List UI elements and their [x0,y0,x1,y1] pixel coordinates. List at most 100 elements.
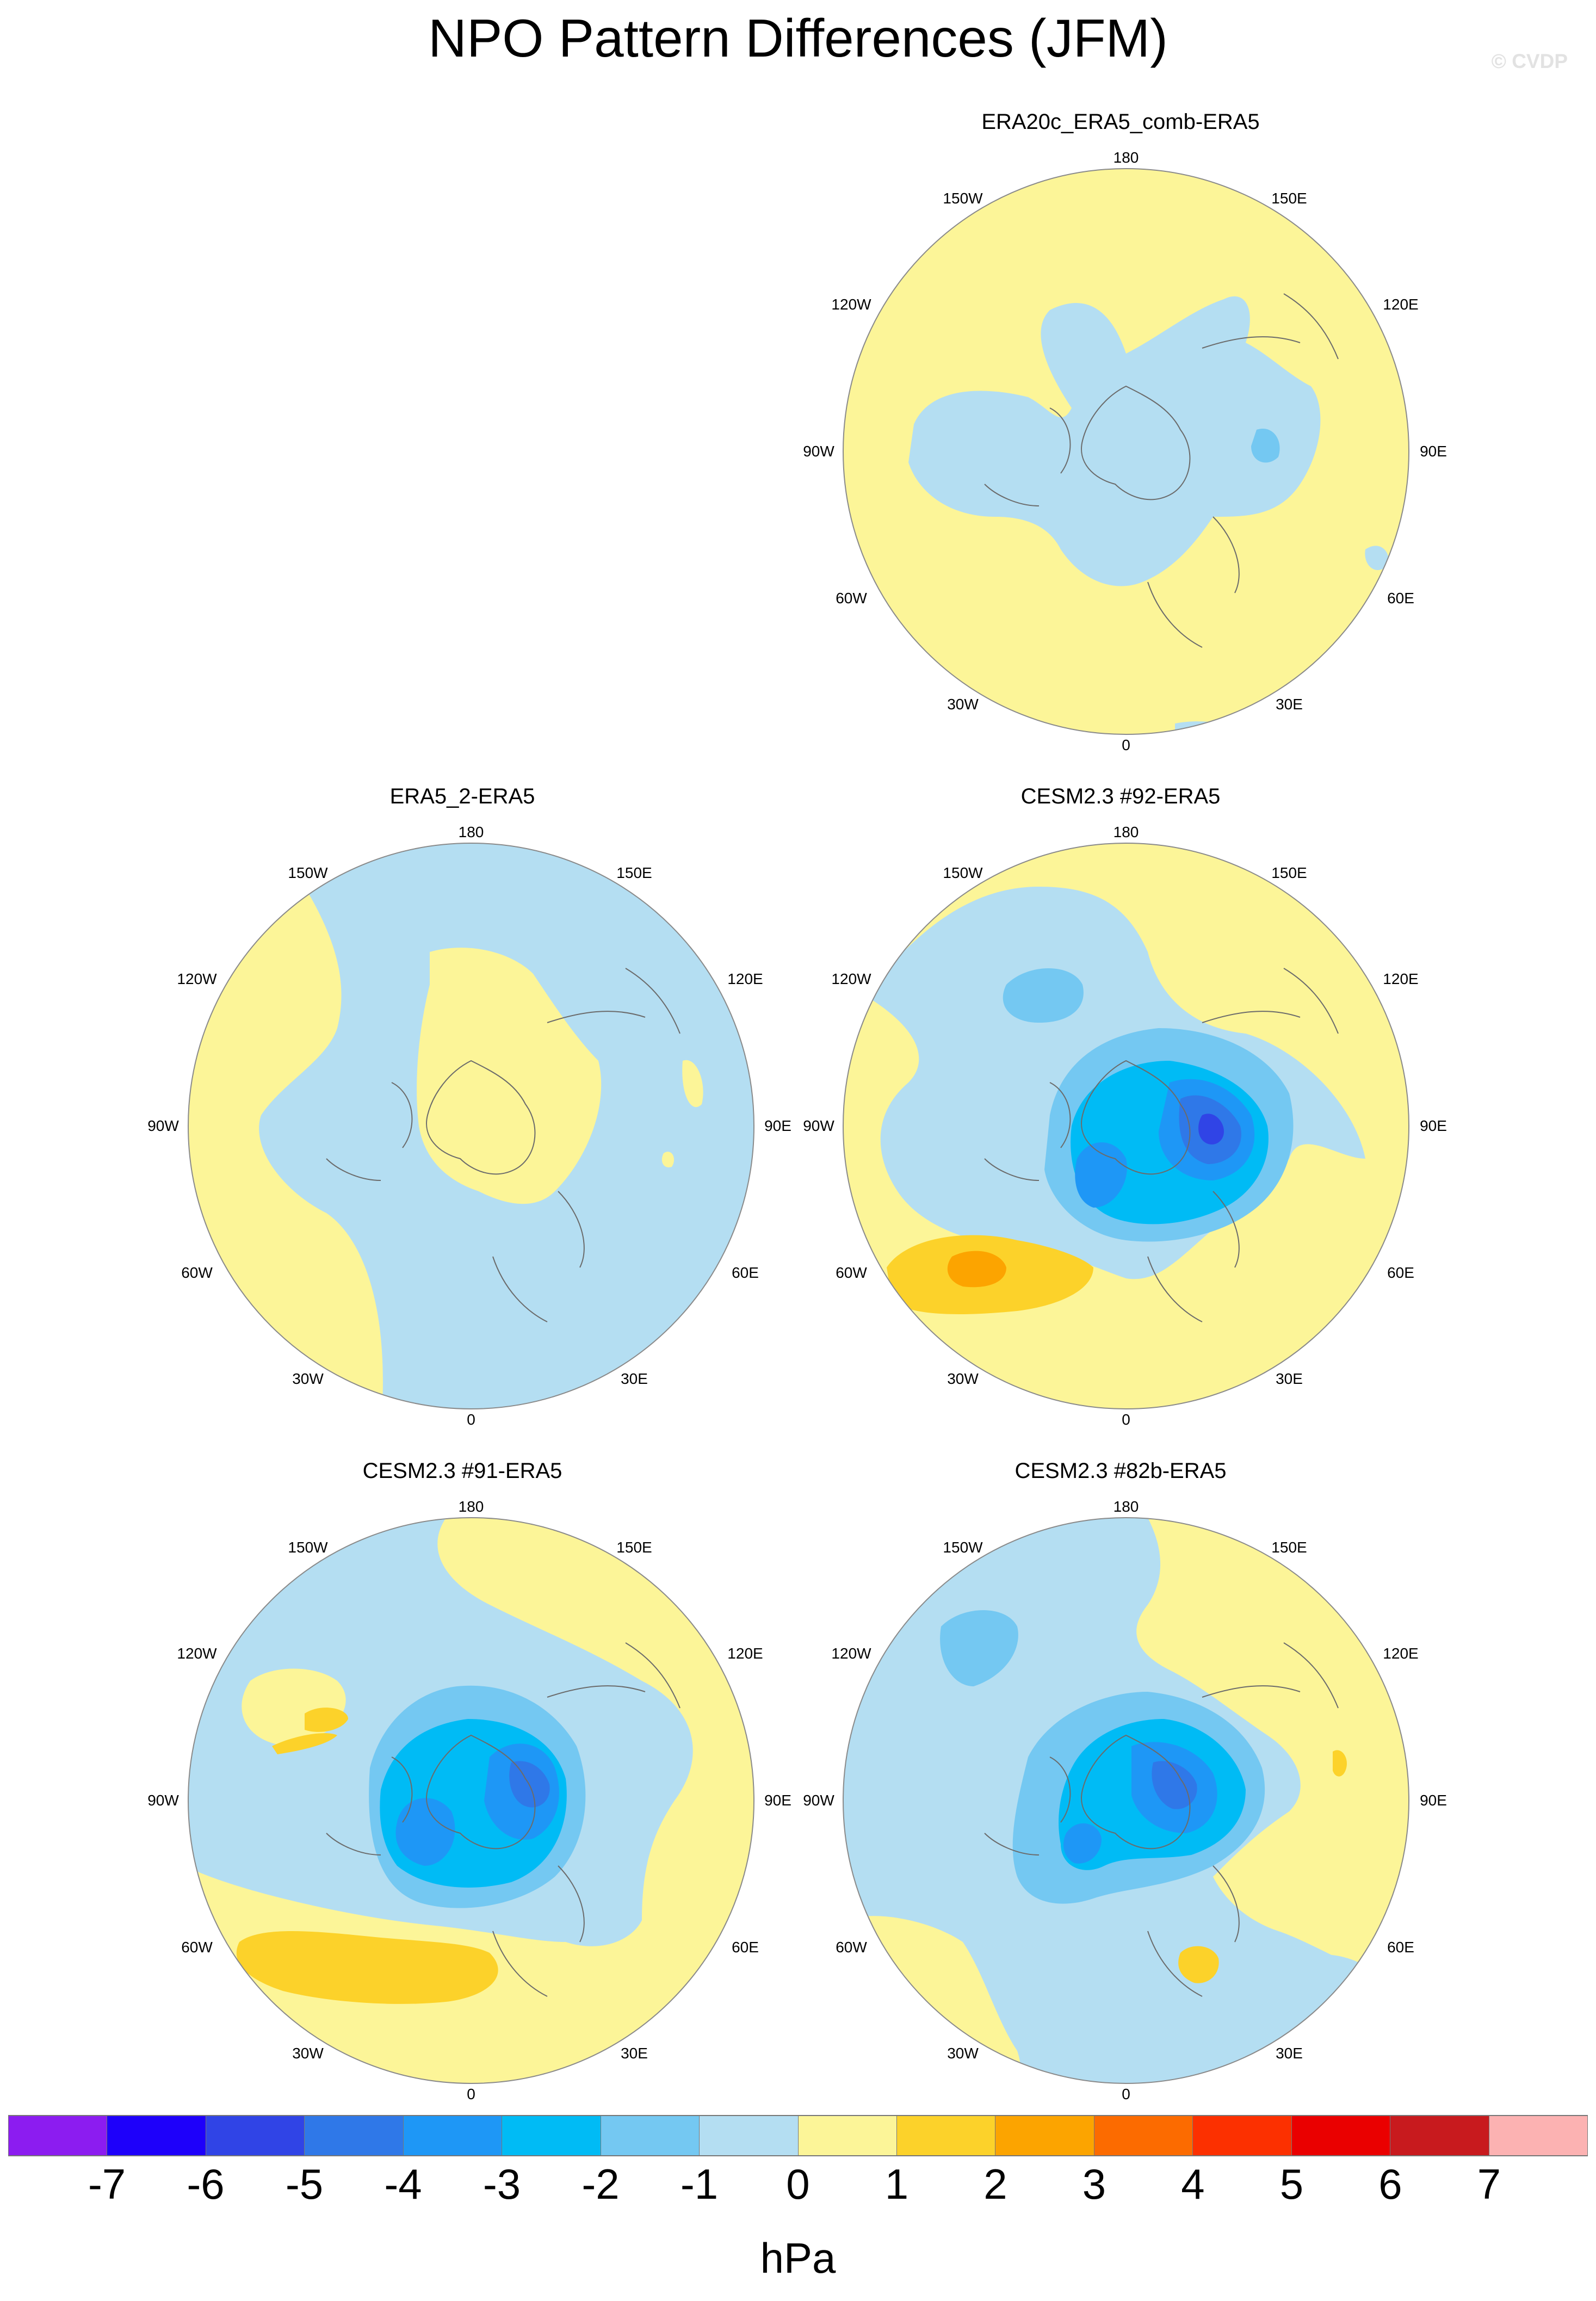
longitude-label: 0 [1122,1411,1130,1428]
positive-anomaly-region [1178,1946,1219,1983]
longitude-label: 30W [947,1370,979,1387]
colorbar-swatch [205,2116,305,2155]
map-panel-3: CESM2.3 #92-ERA5 180 150E 120E 90E 60E 3… [803,778,1447,1431]
map-outline [843,1517,1409,2084]
positive-anomaly-region [661,1152,675,1167]
negative-anomaly-region [1251,429,1280,463]
coastline [984,968,1339,1322]
longitude-label: 60E [1387,1264,1414,1281]
longitude-label: 60W [836,590,867,607]
polar-map [843,168,1409,735]
longitude-label: 90E [1420,443,1447,460]
positive-anomaly-region [272,1733,337,1754]
colorbar-swatch [995,2116,1094,2155]
negative-anomaly-region [1198,1114,1224,1145]
colorbar-tick-label: -5 [285,2160,324,2208]
longitude-label: 150E [616,864,652,881]
colorbar-tick-label: 7 [1477,2160,1501,2208]
longitude-label: 150E [1271,1539,1307,1556]
longitude-label: 180 [1113,149,1139,166]
longitude-label: 30W [947,696,979,713]
positive-anomaly-region [305,1708,348,1732]
longitude-label: 0 [1122,737,1130,753]
map-outline [843,843,1409,1409]
longitude-label: 150W [288,864,328,881]
longitude-label: 60W [181,1264,213,1281]
longitude-label: 0 [467,1411,475,1428]
longitude-label: 90E [764,1792,791,1809]
map-panel-4: CESM2.3 #91-ERA5 180 150E 120E 90E 60E 3… [147,1452,791,2105]
coastline [984,293,1339,648]
colorbar-tick-label: 0 [786,2160,810,2208]
longitude-label: 30W [947,2045,979,2062]
colorbar-tick-label: 6 [1378,2160,1402,2208]
colorbar-swatch [304,2116,403,2155]
longitude-label: 90W [803,1117,834,1134]
colorbar-tick-label: -3 [482,2160,521,2208]
longitude-label: 60E [732,1264,759,1281]
longitude-label: 90E [1420,1792,1447,1809]
colorbar-swatch [502,2116,601,2155]
map-outline [188,1517,754,2084]
longitude-label: 30W [292,2045,324,2062]
longitude-label: 150E [1271,190,1307,207]
colorbar-tick-label: 4 [1181,2160,1205,2208]
longitude-label: 90E [1420,1117,1447,1134]
longitude-label: 120E [1383,1645,1419,1662]
longitude-label: 0 [467,2086,475,2102]
longitude-label: 150E [1271,864,1307,881]
positive-anomaly-region [682,1060,703,1108]
colorbar-tick-label: 5 [1279,2160,1304,2208]
colorbar-tick-label: -7 [88,2160,126,2208]
positive-anomaly-region [1333,1750,1347,1777]
polar-map [188,843,754,1409]
longitude-label: 60W [836,1264,867,1281]
longitude-label: 60E [1387,1939,1414,1956]
longitude-label: 120W [831,296,871,313]
polar-map [188,1517,754,2084]
colorbar [8,2115,1588,2156]
longitude-label: 60E [732,1939,759,1956]
colorbar-swatch [8,2116,107,2155]
colorbar-tick-label: 2 [983,2160,1007,2208]
colorbar-swatch [1192,2116,1291,2155]
longitude-label: 120W [831,1645,871,1662]
negative-anomaly-region [908,296,1321,586]
longitude-label: 180 [458,1498,484,1515]
longitude-label: 90E [764,1117,791,1134]
longitude-label: 30W [292,1370,324,1387]
colorbar-swatch [1093,2116,1193,2155]
colorbar-swatch [896,2116,995,2155]
map-panel-2: ERA5_2-ERA5 180 150E 120E 90E 60E 30E 0 … [147,778,791,1431]
negative-anomaly-region [940,1610,1018,1686]
longitude-label: 30E [1276,1370,1303,1387]
positive-anomaly-region [1136,1518,1409,1996]
longitude-label: 120E [727,1645,763,1662]
longitude-label: 30E [1276,696,1303,713]
colorbar-tick-label: -2 [582,2160,620,2208]
longitude-label: 120W [831,970,871,987]
colorbar-swatch [1291,2116,1390,2155]
longitude-label: 30E [1276,2045,1303,2062]
negative-anomaly-region [1278,1954,1376,1996]
colorbar-swatch [797,2116,896,2155]
longitude-label: 150W [288,1539,328,1556]
colorbar-units-label: hPa [760,2234,836,2282]
negative-anomaly-region [1003,968,1084,1023]
colorbar-tick-label: 3 [1082,2160,1106,2208]
longitude-label: 180 [1113,824,1139,840]
colorbar-swatch [699,2116,798,2155]
map-panel-1: ERA20c_ERA5_comb-ERA5 180 150E 120E 90E … [803,103,1447,756]
colorbar-swatch [600,2116,700,2155]
longitude-label: 0 [1122,2086,1130,2102]
coastline [326,1642,681,1997]
polar-map [843,1517,1409,2084]
longitude-label: 150W [943,1539,983,1556]
colorbar-tick-label: 1 [884,2160,909,2208]
colorbar-tick-label: -6 [187,2160,225,2208]
panel-title: ERA20c_ERA5_comb-ERA5 [981,110,1260,134]
colorbar-swatch [403,2116,502,2155]
negative-anomaly-region [1365,546,1389,571]
positive-anomaly-region [417,948,602,1204]
longitude-label: 150W [943,190,983,207]
